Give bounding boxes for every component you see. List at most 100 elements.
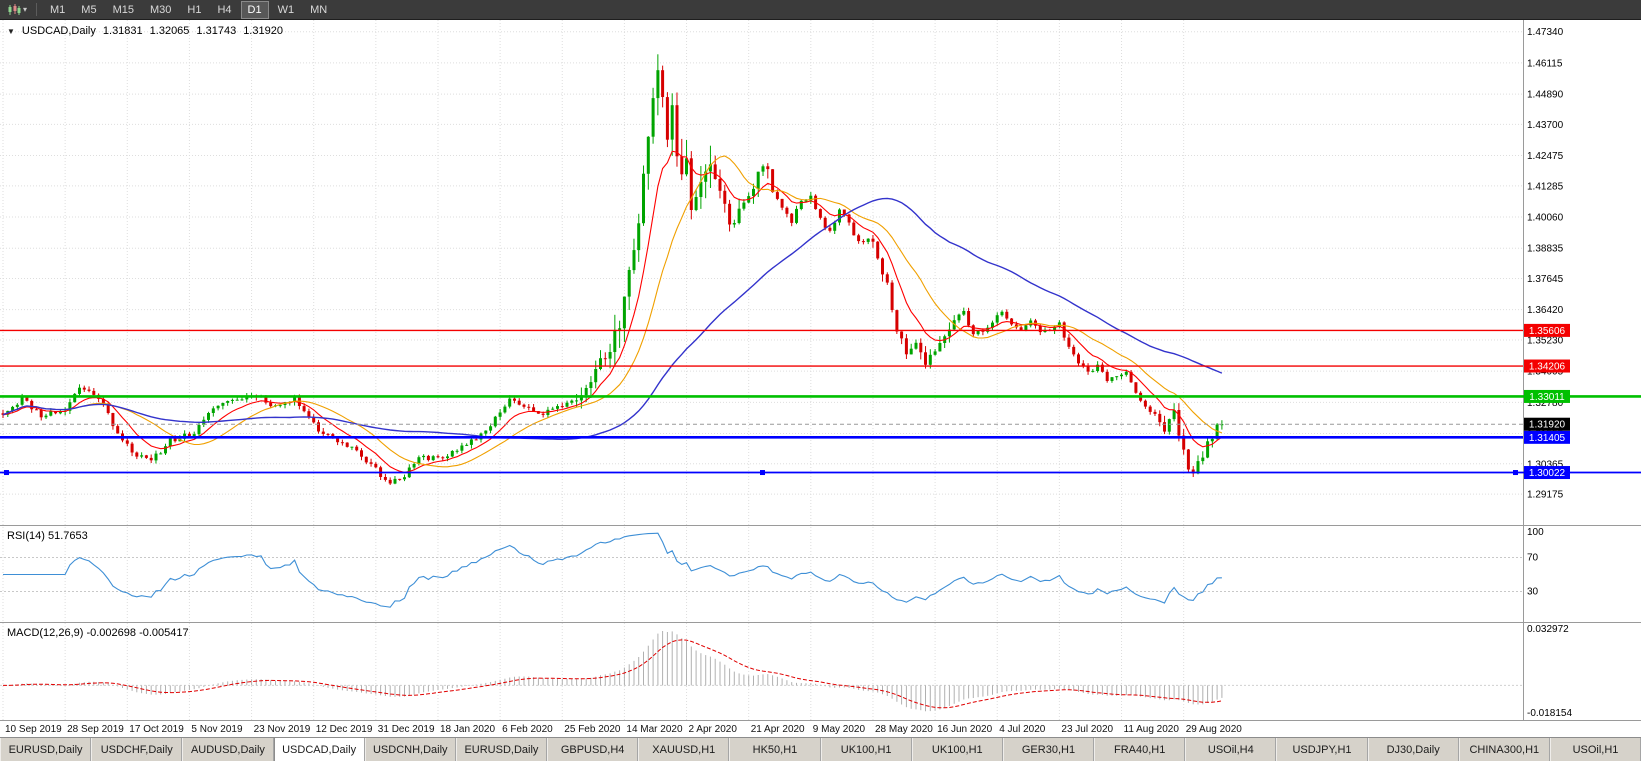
current-price-badge-label: 1.31920: [1529, 420, 1566, 431]
macd-axis-min: -0.018154: [1527, 708, 1572, 719]
date-axis-label: 4 Jul 2020: [999, 724, 1046, 735]
date-axis: 10 Sep 2019 28 Sep 2019 17 Oct 2019 5 Nov 2…: [5, 724, 1242, 735]
timeframe-button-d1[interactable]: D1: [240, 0, 269, 19]
ma-mid-line: [2, 155, 1223, 468]
date-axis-label: 2 Apr 2020: [689, 724, 738, 735]
chart-background: [0, 20, 1641, 737]
chart-tab-eurusd-daily[interactable]: EURUSD,Daily: [0, 738, 92, 761]
chart-tab-hk50-h1[interactable]: HK50,H1: [729, 738, 821, 761]
date-axis-label: 28 Sep 2019: [67, 724, 124, 735]
timeframe-button-m5[interactable]: M5: [81, 3, 97, 16]
macd-pane: 0.032972 -0.018154: [0, 624, 1572, 719]
chart-tab-usdchf-daily[interactable]: USDCHF,Daily: [91, 738, 183, 761]
horizontal-line-1.30022[interactable]: 1.30022: [0, 466, 1641, 480]
horizontal-line-1.34206[interactable]: 1.34206: [0, 359, 1570, 373]
price-axis-tick: 1.37645: [1527, 274, 1564, 285]
chart-tab-gbpusd-h4[interactable]: GBPUSD,H4: [547, 738, 639, 761]
price-axis-tick: 1.35230: [1527, 335, 1564, 346]
price-level-badge: [1524, 430, 1570, 444]
candles: [1, 54, 1224, 485]
date-axis-label: 31 Dec 2019: [378, 724, 435, 735]
chart-tab-usoil-h4[interactable]: USOil,H4: [1185, 738, 1277, 761]
price-axis-tick: 1.44890: [1527, 90, 1564, 101]
date-axis-label: 21 Apr 2020: [751, 724, 805, 735]
chart-canvas[interactable]: 100 70 30 0.032972 -0.018154 1.47340 1.46115 1.…: [0, 20, 1641, 737]
chart-tab-uk100-h1[interactable]: UK100,H1: [911, 738, 1003, 761]
date-axis-label: 29 Aug 2020: [1186, 724, 1243, 735]
chart-tab-bar: EURUSD,Daily USDCHF,Daily AUDUSD,Daily USDC…: [0, 737, 1641, 761]
date-axis-label: 11 Aug 2020: [1124, 724, 1180, 735]
price-axis-tick: 1.46115: [1527, 58, 1563, 69]
price-level-badge: [1524, 359, 1570, 373]
candlestick-chart-icon: [8, 3, 21, 15]
price-axis-tick: 1.47340: [1527, 27, 1564, 38]
date-axis-label: 5 Nov 2019: [191, 724, 243, 735]
ma-fast-line: [2, 150, 1223, 473]
price-axis-tick: 1.42475: [1527, 151, 1564, 162]
price-axis-tick: 1.29175: [1527, 490, 1564, 501]
chart-tab-xauusd-h1[interactable]: XAUUSD,H1: [638, 738, 730, 761]
chart-tab-usoil-h1[interactable]: USOil,H1: [1549, 738, 1641, 761]
timeframe-button-w1[interactable]: W1: [277, 3, 295, 16]
chart-tab-audusd-daily[interactable]: AUDUSD,Daily: [182, 738, 274, 761]
chart-tab-china300-h1[interactable]: CHINA300,H1: [1458, 738, 1550, 761]
timeframe-buttons: M1 M5 M15 M30 H1 H4 D1 W1 MN: [43, 0, 334, 19]
timeframe-button-m1[interactable]: M1: [50, 3, 66, 16]
grid-lines: [0, 20, 1523, 720]
rsi-pane: 100 70 30: [0, 527, 1544, 608]
date-axis-label: 12 Dec 2019: [316, 724, 373, 735]
timeframe-button-m15[interactable]: M15: [112, 3, 134, 16]
macd-axis-max: 0.032972: [1527, 624, 1569, 635]
price-axis-tick: 1.43700: [1527, 120, 1564, 131]
price-level-badge-label: 1.33011: [1529, 392, 1565, 403]
date-axis-label: 16 Jun 2020: [937, 724, 992, 735]
date-axis-label: 23 Jul 2020: [1061, 724, 1113, 735]
chart-type-button[interactable]: ▾: [4, 3, 30, 17]
timeframe-button-mn[interactable]: MN: [310, 3, 328, 16]
chart-tab-dj30-daily[interactable]: DJ30,Daily: [1367, 738, 1459, 761]
timeframe-button-h4[interactable]: H4: [217, 3, 232, 16]
horizontal-line-1.35606[interactable]: 1.35606: [0, 323, 1570, 337]
line-selection-handle[interactable]: [760, 470, 765, 476]
chart-tab-fra40-h1[interactable]: FRA40,H1: [1094, 738, 1186, 761]
price-level-badge: [1524, 323, 1570, 337]
chart-tab-usdcad-daily[interactable]: USDCAD,Daily: [273, 738, 365, 761]
date-axis-label: 18 Jan 2020: [440, 724, 495, 735]
toolbar-separator: [36, 3, 38, 16]
price-axis-tick: 1.36420: [1527, 305, 1564, 316]
date-axis-label: 17 Oct 2019: [129, 724, 184, 735]
date-axis-label: 23 Nov 2019: [254, 724, 311, 735]
price-level-badge-label: 1.35606: [1529, 326, 1566, 337]
current-price-marker: 1.31920: [0, 417, 1570, 431]
price-axis-tick: 1.38835: [1527, 244, 1564, 255]
chart-tab-ger30-h1[interactable]: GER30,H1: [1002, 738, 1095, 761]
dropdown-caret-icon: ▾: [23, 4, 28, 14]
price-axis-tick: 1.32780: [1527, 398, 1564, 409]
chart-tab-uk100-h1[interactable]: UK100,H1: [820, 738, 912, 761]
chart-dropdown-icon[interactable]: ▼: [7, 26, 15, 36]
price-level-badge: [1524, 466, 1570, 480]
chart-tab-usdjpy-h1[interactable]: USDJPY,H1: [1276, 738, 1368, 761]
chart-tab-eurusd-daily[interactable]: EURUSD,Daily: [455, 738, 548, 761]
horizontal-line-1.33011[interactable]: 1.33011: [0, 389, 1641, 403]
timeframe-button-m30[interactable]: M30: [149, 3, 172, 16]
rsi-axis-tick: 100: [1527, 527, 1544, 538]
price-axis-tick: 1.40060: [1527, 213, 1564, 224]
ma-slow-line: [2, 197, 1223, 440]
date-axis-label: 10 Sep 2019: [5, 724, 62, 735]
line-selection-handle[interactable]: [1513, 470, 1518, 476]
date-axis-label: 9 May 2020: [813, 724, 866, 735]
chart-tab-usdcnh-daily[interactable]: USDCNH,Daily: [364, 738, 456, 761]
price-axis-tick: 1.30365: [1527, 459, 1564, 470]
date-axis-label: 6 Feb 2020: [502, 724, 553, 735]
horizontal-line-1.31405[interactable]: 1.31405: [0, 430, 1570, 444]
chart-window: 100 70 30 0.032972 -0.018154 1.47340 1.46115 1.…: [0, 20, 1641, 737]
timeframe-button-h1[interactable]: H1: [187, 3, 202, 16]
price-level-badge-label: 1.34206: [1529, 362, 1566, 373]
price-level-badge-label: 1.31405: [1529, 433, 1566, 444]
rsi-line: [3, 532, 1222, 608]
horizontal-levels: 1.35606 1.34206 1.33011 1.31405 1.30022: [0, 323, 1641, 480]
line-selection-handle[interactable]: [4, 470, 9, 476]
rsi-axis-tick: 70: [1527, 553, 1539, 564]
